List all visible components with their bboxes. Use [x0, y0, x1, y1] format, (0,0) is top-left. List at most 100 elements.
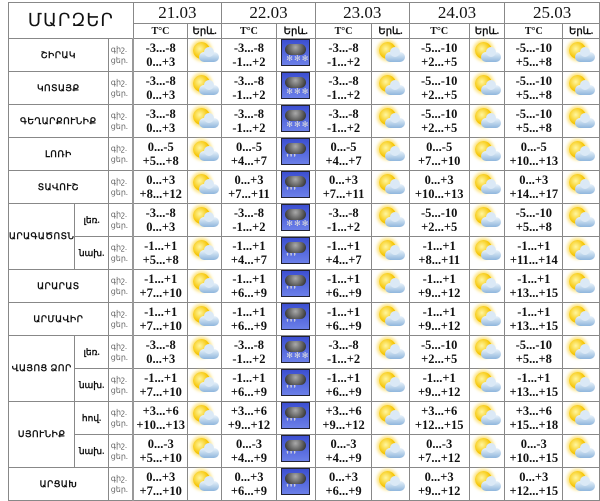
weather-cell — [371, 104, 410, 138]
weather-cell — [371, 368, 410, 402]
rain-cloud-icon: ❜❜❜ — [281, 138, 311, 165]
partly-cloudy-icon — [375, 238, 407, 264]
night-temp: -1...+1 — [232, 371, 266, 385]
phenomenon-header: Երև. — [371, 23, 410, 39]
day-temp: +11...+14 — [509, 253, 558, 267]
night-temp: -3...-8 — [328, 107, 359, 121]
partly-cloudy-icon — [189, 469, 221, 495]
day-temp: +15...+18 — [509, 418, 559, 432]
night-temp: -3...-8 — [145, 107, 176, 121]
day-temp: -1...+2 — [326, 352, 361, 366]
weather-cell — [562, 170, 600, 204]
night-label: գիշ. — [110, 243, 128, 252]
weather-cell — [562, 104, 600, 138]
table-row: ԱՐԱԳԱԾՈՏՆ լեռ. գիշ. ցեր. -3...-8 0...+3 -3...-… — [7, 203, 600, 270]
night-temp: -5...-10 — [420, 206, 458, 220]
night-temp: -1...+1 — [326, 239, 361, 253]
day-temp: +9...+12 — [417, 319, 461, 333]
weather-cell — [371, 203, 410, 237]
day-label: ցեր. — [110, 419, 128, 428]
day-temp: +13...+15 — [509, 385, 559, 399]
partly-cloudy-icon — [375, 469, 407, 495]
partly-cloudy-icon — [471, 238, 503, 264]
weather-cell — [562, 71, 600, 105]
partly-cloudy-icon — [375, 271, 407, 297]
night-temp: -5...-10 — [515, 41, 553, 55]
table-row: ԱՐԱՐԱՏ գիշ. ցեր. -1...+1 +7...+10 -1...+1 +6..… — [8, 269, 600, 303]
partly-cloudy-icon — [565, 73, 597, 99]
partly-cloudy-icon — [565, 469, 597, 495]
weather-cell — [187, 38, 223, 72]
night-temp: -1...+1 — [144, 272, 178, 286]
table-row: ԼՈՌԻ գիշ. ցեր. 0...-5 +5...+8 0...-5 +4...+7 ❜❜… — [8, 137, 600, 171]
weather-cell: ❜❜❜ — [275, 137, 316, 171]
night-temp: +3...+6 — [421, 404, 458, 418]
partly-cloudy-icon — [375, 304, 407, 330]
day-temp: +4...+7 — [325, 253, 362, 267]
weather-cell — [371, 302, 410, 336]
region-name: ԿՈՏԱՅՔ — [8, 71, 109, 105]
weather-cell: ✻✻✻ — [275, 38, 316, 72]
forecast-table: ՄԱՐԶԵՐ 21.03 22.03 23.03 24.03 25.03 T°C Երև.… — [7, 2, 600, 501]
night-temp: -1...+1 — [326, 305, 361, 319]
partly-cloudy-icon — [565, 106, 597, 132]
day-temp: -1...+2 — [232, 352, 266, 366]
day-label: ցեր. — [110, 452, 128, 461]
date-header: 22.03 — [221, 2, 316, 24]
night-temp: -3...-8 — [233, 41, 265, 55]
weather-cell — [562, 302, 600, 336]
region-name: ԼՈՌԻ — [8, 137, 109, 171]
night-temp: -3...-8 — [233, 107, 265, 121]
weather-cell: ❜❜❜ — [275, 170, 316, 204]
subzone-label: նախ. — [74, 368, 109, 402]
day-temp: +8...+12 — [139, 187, 182, 201]
temp-header: T°C — [314, 23, 373, 39]
night-label: գիշ. — [110, 210, 128, 219]
date-header: 23.03 — [314, 2, 410, 24]
weather-cell — [187, 401, 223, 435]
subzone-label: լեռ. — [74, 335, 109, 369]
night-temp: 0...+3 — [146, 470, 176, 484]
day-label: ցեր. — [110, 188, 128, 197]
partly-cloudy-icon — [375, 205, 407, 231]
night-temp: -5...-10 — [515, 107, 553, 121]
day-label: ցեր. — [110, 287, 128, 296]
night-temp: -1...+1 — [144, 371, 178, 385]
day-temp: -1...+2 — [326, 88, 361, 102]
day-label: ցեր. — [110, 386, 128, 395]
weather-cell — [468, 434, 506, 468]
night-temp: 0...-3 — [330, 437, 357, 451]
weather-cell — [187, 170, 223, 204]
day-temp: +9...+12 — [417, 385, 461, 399]
night-temp: -1...+1 — [144, 305, 178, 319]
night-temp: -5...-10 — [515, 74, 553, 88]
date-header: 21.03 — [132, 2, 223, 24]
day-temp: +14...+17 — [509, 187, 559, 201]
night-temp: 0...-3 — [147, 437, 174, 451]
weather-cell — [187, 302, 223, 336]
weather-cell — [187, 137, 223, 171]
night-temp: 0...-5 — [235, 140, 262, 154]
day-temp: +13...+15 — [509, 319, 559, 333]
subzone-label: լեռ. — [74, 203, 109, 237]
day-temp: +12...+15 — [509, 484, 559, 498]
day-temp: -1...+2 — [326, 220, 361, 234]
night-label: գիշ. — [110, 177, 128, 186]
day-temp: +7...+10 — [139, 385, 182, 399]
day-temp: 0...+3 — [146, 121, 176, 135]
night-label: գիշ. — [110, 408, 128, 417]
day-temp: +2...+5 — [421, 220, 458, 234]
day-temp: +9...+12 — [227, 418, 271, 432]
day-temp: +5...+8 — [142, 253, 179, 267]
phenomenon-header: Երև. — [468, 23, 506, 39]
weather-cell — [187, 368, 223, 402]
night-label: գիշ. — [110, 45, 128, 54]
day-label: ցեր. — [110, 155, 128, 164]
table-row: ՍՅՈՒՆԻՔ հով. գիշ. ցեր. +3...+6 +10...+13 +3...… — [7, 401, 600, 468]
table-row: ՇԻՐԱԿ գիշ. ցեր. -3...-8 0...+3 -3...-8 -1...+2… — [8, 38, 600, 72]
night-temp: +3...+6 — [325, 404, 362, 418]
weather-cell: ❜❜❜ — [275, 401, 316, 435]
partly-cloudy-icon — [471, 469, 503, 495]
night-temp: -5...-10 — [515, 338, 553, 352]
night-temp: 0...-3 — [235, 437, 262, 451]
